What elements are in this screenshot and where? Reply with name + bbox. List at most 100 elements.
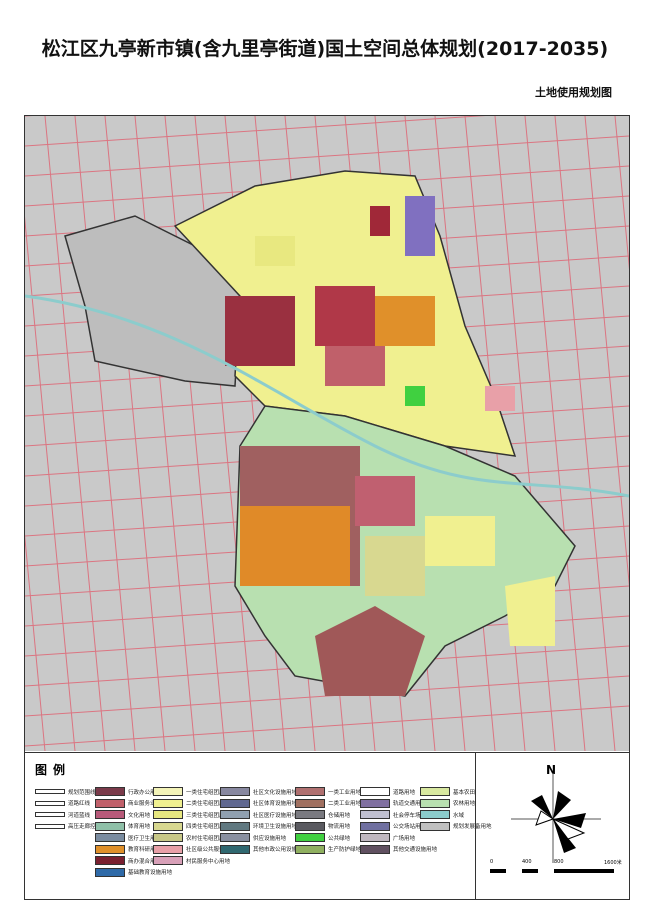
legend-item: 高压走廊控制线 xyxy=(35,821,107,833)
legend-item: 水域 xyxy=(420,809,492,821)
legend-item: 其他交通设施用地 xyxy=(360,844,437,856)
legend-swatch xyxy=(153,833,183,843)
legend-item: 基本农田 xyxy=(420,786,492,798)
legend-label: 基础教育设施用地 xyxy=(128,870,173,877)
legend-swatch xyxy=(95,810,125,820)
legend-item: 二类工业用地 xyxy=(295,798,361,810)
legend-item: 广场用地 xyxy=(360,832,437,844)
legend-item: 其他市政公用设施用地 xyxy=(220,844,308,856)
legend-swatch xyxy=(295,810,325,820)
legend: 图例 规划范围线道路红线河道蓝线高压走廊控制线 行政办公用地商业服务业用地 文化用地… xyxy=(25,752,492,900)
legend-item: 三类住宅组团用地 xyxy=(153,809,247,821)
legend-swatch xyxy=(95,833,125,843)
map-frame xyxy=(24,115,630,900)
legend-swatch xyxy=(220,821,250,831)
legend-swatch xyxy=(360,787,390,797)
legend-label: 供应设施用地 xyxy=(253,835,287,842)
legend-label: 道路用地 xyxy=(393,789,416,796)
river xyxy=(25,294,629,498)
legend-item: 农林用地 xyxy=(420,798,492,810)
legend-label: 广场用地 xyxy=(393,835,416,842)
legend-swatch xyxy=(153,856,183,866)
legend-label: 一类工业用地 xyxy=(328,789,362,796)
legend-swatch xyxy=(295,798,325,808)
legend-item: 四类住宅组团用地 xyxy=(153,821,247,833)
legend-label: 社区体育设施用地 xyxy=(253,801,298,808)
legend-swatch xyxy=(295,787,325,797)
legend-label: 基本农田 xyxy=(453,789,476,796)
legend-label: 体育用地 xyxy=(128,824,151,831)
scale-label: 400 xyxy=(522,859,532,865)
compass-scale-panel: N 0 400 800 1600米 xyxy=(476,752,629,900)
west-zone xyxy=(64,215,241,387)
legend-item: 环境卫生设施用地 xyxy=(220,821,308,833)
legend-item: 物流用地 xyxy=(295,821,361,833)
legend-swatch xyxy=(220,844,250,854)
legend-label: 道路红线 xyxy=(68,801,91,808)
legend-label: 社会停车场用地 xyxy=(393,812,432,819)
map-title: 松江区九亭新市镇(含九里亭街道)国土空间总体规划(2017-2035) xyxy=(41,38,609,60)
legend-item: 商办混合用地 xyxy=(95,855,172,867)
legend-swatch xyxy=(360,844,390,854)
legend-item: 仓储用地 xyxy=(295,809,361,821)
legend-label: 四类住宅组团用地 xyxy=(186,824,231,831)
legend-swatch xyxy=(95,856,125,866)
north-zone xyxy=(173,170,517,457)
legend-item: 规划发展备用地 xyxy=(420,821,492,833)
legend-swatch xyxy=(95,787,125,797)
legend-item: 社区文化设施用地 xyxy=(220,786,308,798)
legend-label: 高压走廊控制线 xyxy=(68,824,107,831)
legend-item: 村民服务中心用地 xyxy=(153,855,247,867)
legend-item: 道路红线 xyxy=(35,798,107,810)
legend-swatch xyxy=(360,810,390,820)
legend-item: 社区级公共服务设施用地 xyxy=(153,844,247,856)
scale-label: 1600米 xyxy=(604,860,622,866)
legend-label: 其他交通设施用地 xyxy=(393,847,438,854)
legend-swatch xyxy=(35,823,65,829)
legend-label: 仓储用地 xyxy=(328,812,351,819)
legend-swatch xyxy=(295,833,325,843)
legend-item: 社区医疗设施用地 xyxy=(220,809,308,821)
legend-label: 文化用地 xyxy=(128,812,151,819)
legend-label: 商业服务业用地 xyxy=(128,801,167,808)
legend-item: 教育科研用地 xyxy=(95,844,172,856)
legend-item: 农村住宅组团用地 xyxy=(153,832,247,844)
legend-item: 基础教育设施用地 xyxy=(95,867,172,879)
legend-label: 规划范围线 xyxy=(68,789,96,796)
legend-label: 农村住宅组团用地 xyxy=(186,835,231,842)
land-use-map[interactable] xyxy=(25,116,629,751)
legend-swatch xyxy=(295,821,325,831)
legend-item: 行政办公用地 xyxy=(95,786,172,798)
map-canvas xyxy=(25,116,629,751)
legend-label: 社区医疗设施用地 xyxy=(253,812,298,819)
legend-swatch xyxy=(295,844,325,854)
scale-label: 0 xyxy=(490,859,494,865)
north-label: N xyxy=(546,763,557,777)
legend-item: 一类住宅组团用地 xyxy=(153,786,247,798)
legend-item: 河道蓝线 xyxy=(35,809,107,821)
legend-item: 一类工业用地 xyxy=(295,786,361,798)
legend-item: 文化用地 xyxy=(95,809,172,821)
legend-item: 二类住宅组团用地 xyxy=(153,798,247,810)
legend-swatch xyxy=(35,789,65,795)
legend-title: 图例 xyxy=(35,763,72,777)
legend-label: 社区级公共服务设施用地 xyxy=(186,847,247,854)
legend-swatch xyxy=(153,810,183,820)
legend-item: 社区体育设施用地 xyxy=(220,798,308,810)
legend-item: 道路用地 xyxy=(360,786,437,798)
legend-item: 体育用地 xyxy=(95,821,172,833)
legend-label: 生产防护绿地 xyxy=(328,847,362,854)
legend-label: 村民服务中心用地 xyxy=(186,858,231,865)
legend-swatch xyxy=(153,821,183,831)
legend-swatch xyxy=(220,787,250,797)
legend-item: 社会停车场用地 xyxy=(360,809,437,821)
legend-label: 商办混合用地 xyxy=(128,858,162,865)
legend-item: 生产防护绿地 xyxy=(295,844,361,856)
legend-item: 轨道交通用地 xyxy=(360,798,437,810)
legend-swatch xyxy=(360,833,390,843)
legend-swatch xyxy=(95,821,125,831)
legend-swatch xyxy=(153,844,183,854)
legend-label: 河道蓝线 xyxy=(68,812,91,819)
legend-label: 一类住宅组团用地 xyxy=(186,789,231,796)
legend-label: 规划发展备用地 xyxy=(453,824,492,831)
